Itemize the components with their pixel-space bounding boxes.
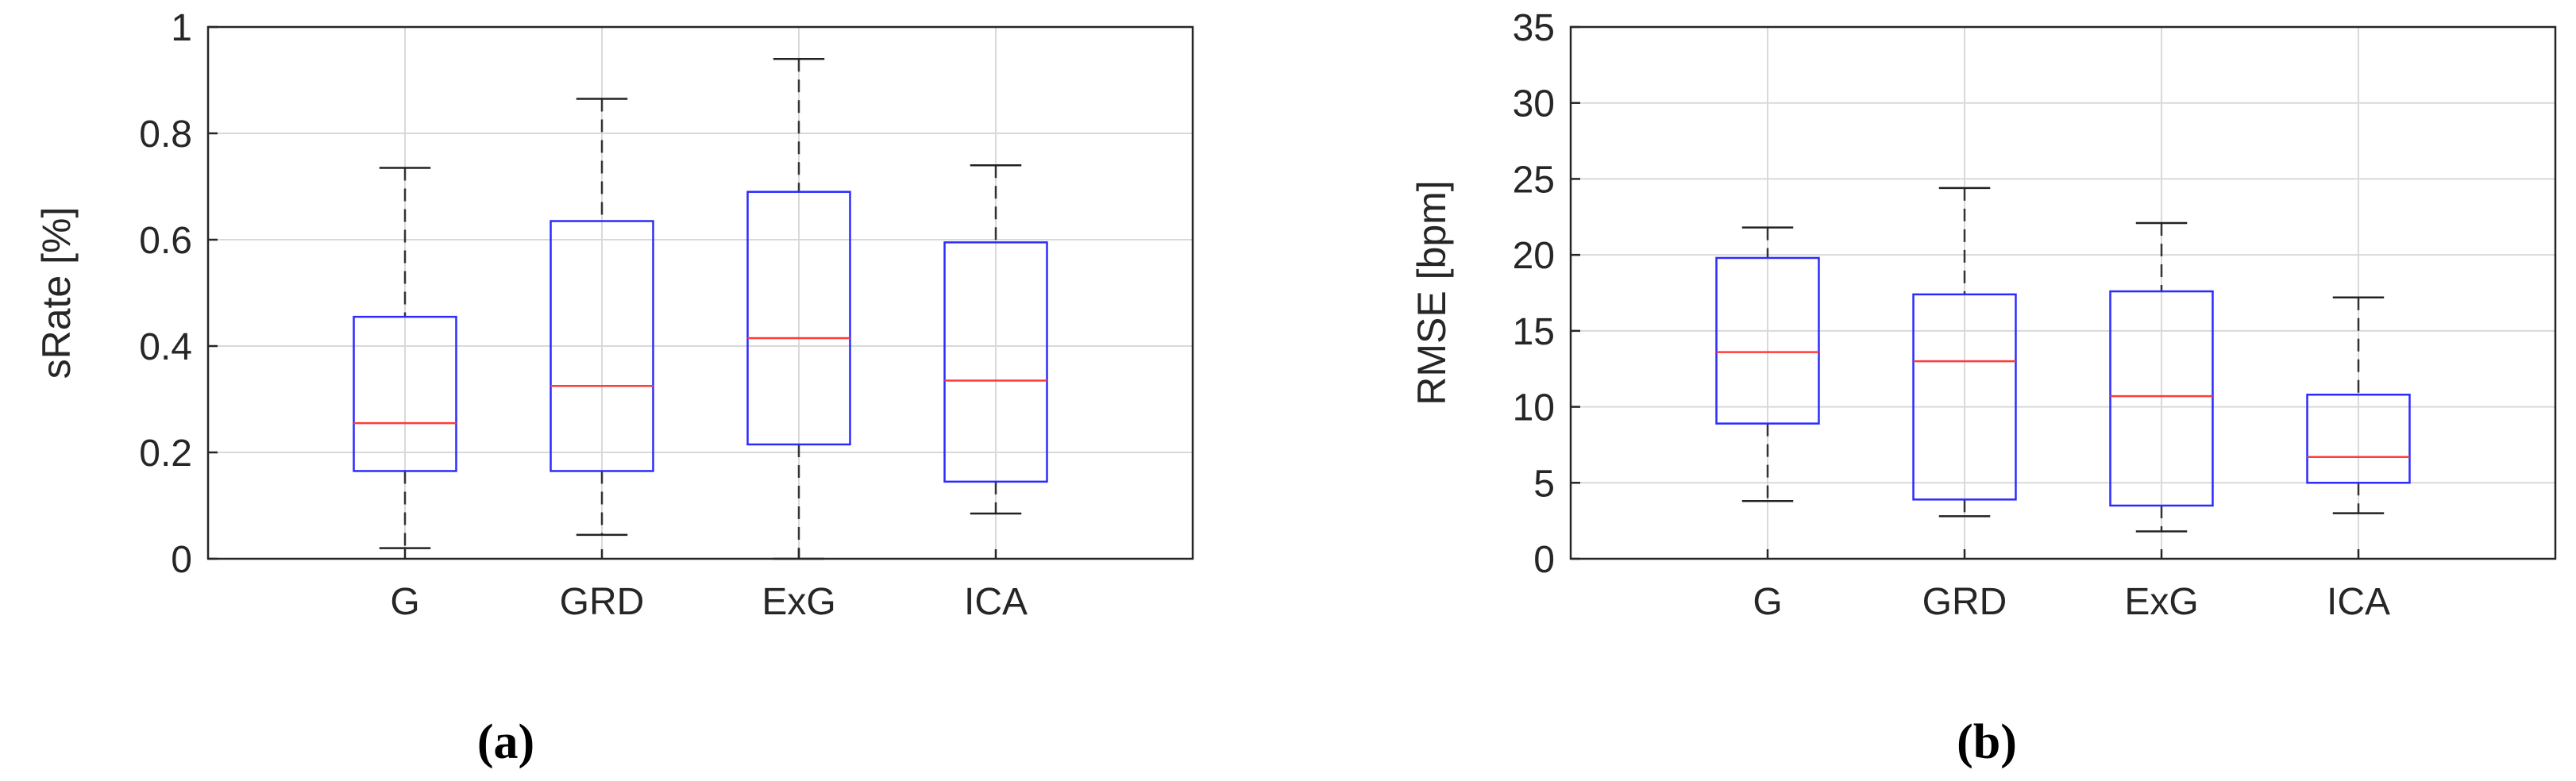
y-axis-a: 0 0.2 0.4 0.6 0.8 1: [139, 7, 218, 581]
x-tick-label-b: G: [1753, 581, 1782, 623]
y-tick-label-b: 15: [1513, 311, 1555, 353]
y-tick-label-b: 10: [1513, 387, 1555, 429]
y-tick-label-a: 0.6: [139, 220, 192, 262]
plot-area-b: [1569, 25, 2557, 560]
grid-b: [1571, 26, 2555, 560]
y-tick-label-a: 1: [171, 7, 192, 49]
box-iqr: [353, 315, 457, 472]
y-tick-label-b: 30: [1513, 83, 1555, 125]
y-tick-label-b: 5: [1533, 463, 1555, 505]
boxes-b: [1715, 187, 2411, 533]
y-tick-label-a: 0.4: [139, 326, 192, 368]
x-tick-label-b: GRD: [1922, 581, 2007, 623]
box-exg-a: [746, 57, 851, 560]
y-axis-b: 0 5 10 15 20 25 30 35: [1513, 7, 1580, 581]
box-exg-b: [2109, 221, 2214, 533]
y-tick-label-a: 0.8: [139, 113, 192, 156]
y-tick-label-a: 0: [171, 539, 192, 581]
chart-panel-a: 0 0.2 0.4 0.6 0.8 1 G GRD ExG ICA sRate [%] (a): [34, 7, 1194, 769]
y-axis-label-a: sRate [%]: [34, 207, 79, 379]
x-axis-a: G GRD ExG ICA: [390, 549, 1028, 623]
box-iqr: [550, 220, 654, 472]
box-iqr: [746, 190, 851, 446]
y-tick-label-b: 35: [1513, 7, 1555, 49]
box-ica-a: [943, 164, 1048, 515]
x-tick-label-b: ExG: [2124, 581, 2198, 623]
x-tick-label-a: ICA: [964, 581, 1028, 623]
x-axis-b: G GRD ExG ICA: [1753, 549, 2390, 623]
box-ica-b: [2306, 296, 2411, 514]
chart-panel-b: 0 5 10 15 20 25 30 35 G GRD ExG ICA RMSE [bpm] (b): [1409, 7, 2557, 769]
panel-label-b: (b): [1957, 715, 2017, 769]
box-grd-a: [550, 98, 654, 537]
box-iqr: [943, 241, 1048, 483]
plot-area-a: [206, 25, 1194, 560]
boxes-a: [353, 57, 1048, 560]
x-tick-label-b: ICA: [2327, 581, 2390, 623]
y-axis-label-b: RMSE [bpm]: [1409, 180, 1454, 405]
box-g-b: [1715, 226, 1820, 502]
y-tick-label-b: 0: [1533, 539, 1555, 581]
y-tick-label-a: 0.2: [139, 433, 192, 475]
y-tick-label-b: 20: [1513, 235, 1555, 277]
y-tick-label-b: 25: [1513, 159, 1555, 201]
box-grd-b: [1912, 187, 2017, 517]
box-iqr: [2109, 290, 2214, 507]
x-tick-label-a: G: [390, 581, 419, 623]
box-g-a: [353, 167, 457, 549]
x-tick-label-a: GRD: [560, 581, 645, 623]
x-tick-label-a: ExG: [762, 581, 835, 623]
box-iqr: [2306, 394, 2411, 484]
box-iqr: [1715, 256, 1820, 425]
grid-a: [208, 26, 1193, 560]
box-iqr: [1912, 293, 2017, 501]
panel-label-a: (a): [477, 715, 534, 769]
